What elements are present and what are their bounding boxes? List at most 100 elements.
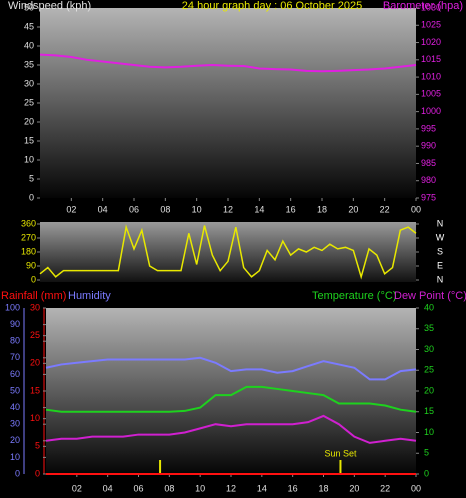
series-line bbox=[39, 53, 417, 73]
tick-label: 980 bbox=[421, 175, 436, 185]
tick-label: E bbox=[437, 260, 443, 270]
tick-label: 0 bbox=[424, 468, 429, 478]
x-tick-label: 18 bbox=[317, 204, 327, 214]
tick-label: 30 bbox=[30, 302, 40, 312]
tick-label: 995 bbox=[421, 123, 436, 133]
tick-label: 985 bbox=[421, 158, 436, 168]
y2-axis-label: Barometer (hpa) bbox=[383, 0, 463, 12]
plot-area bbox=[40, 8, 416, 198]
x-tick-label: 12 bbox=[223, 204, 233, 214]
tick-label: 100 bbox=[5, 302, 20, 312]
y-axis-label: Windspeed (kph) bbox=[8, 0, 91, 12]
tick-label: 60 bbox=[10, 369, 20, 379]
tick-label: 20 bbox=[10, 435, 20, 445]
tick-label: 5 bbox=[29, 173, 34, 183]
event-label: Sun Set bbox=[324, 448, 357, 458]
tick-label: 20 bbox=[424, 385, 434, 395]
tick-label: 0 bbox=[29, 192, 34, 202]
tick-label: 40 bbox=[24, 40, 34, 50]
x-tick-label: 06 bbox=[129, 204, 139, 214]
tick-label: 50 bbox=[24, 2, 34, 12]
tick-label: 35 bbox=[424, 323, 434, 333]
tick-label: 1030 bbox=[421, 2, 441, 12]
event-marker bbox=[339, 460, 342, 474]
chart-title: 24 hour graph day : 06 October 2025 bbox=[182, 0, 362, 12]
series-line bbox=[45, 356, 417, 381]
event-marker bbox=[159, 460, 162, 474]
x-tick-label: 16 bbox=[288, 483, 298, 493]
series-line bbox=[39, 224, 417, 280]
x-tick-label: 04 bbox=[98, 204, 108, 214]
x-tick-label: 02 bbox=[72, 483, 82, 493]
legend-entry: Temperature (°C) bbox=[312, 290, 396, 302]
legend-entry: Dew Point (°C) bbox=[394, 290, 466, 302]
tick-label: 20 bbox=[24, 116, 34, 126]
tick-label: 15 bbox=[24, 135, 34, 145]
tick-label: 80 bbox=[10, 336, 20, 346]
x-tick-label: 22 bbox=[380, 483, 390, 493]
tick-label: 360 bbox=[21, 218, 36, 228]
tick-label: S bbox=[437, 246, 443, 256]
x-tick-label: 08 bbox=[160, 204, 170, 214]
x-tick-label: 04 bbox=[103, 483, 113, 493]
tick-label: 0 bbox=[15, 468, 20, 478]
tick-label: 975 bbox=[421, 192, 436, 202]
x-tick-label: 08 bbox=[164, 483, 174, 493]
x-tick-label: 20 bbox=[348, 204, 358, 214]
series-line bbox=[45, 385, 417, 413]
tick-label: 25 bbox=[424, 365, 434, 375]
tick-label: W bbox=[436, 232, 445, 242]
tick-label: 5 bbox=[424, 448, 429, 458]
tick-label: 40 bbox=[10, 402, 20, 412]
tick-label: 25 bbox=[24, 97, 34, 107]
tick-label: 25 bbox=[30, 330, 40, 340]
series-line bbox=[45, 414, 417, 444]
tick-label: 1025 bbox=[421, 20, 441, 30]
tick-label: 0 bbox=[31, 274, 36, 284]
x-tick-label: 06 bbox=[133, 483, 143, 493]
tick-label: 30 bbox=[10, 419, 20, 429]
tick-label: 30 bbox=[424, 344, 434, 354]
tick-label: 180 bbox=[21, 246, 36, 256]
tick-label: 70 bbox=[10, 352, 20, 362]
x-tick-label: 12 bbox=[226, 483, 236, 493]
x-tick-label: 00 bbox=[411, 483, 421, 493]
x-tick-label: 20 bbox=[349, 483, 359, 493]
x-tick-label: 16 bbox=[286, 204, 296, 214]
tick-label: 90 bbox=[26, 260, 36, 270]
tick-label: 15 bbox=[424, 406, 434, 416]
tick-label: 10 bbox=[24, 154, 34, 164]
tick-label: 40 bbox=[424, 302, 434, 312]
tick-label: 45 bbox=[24, 21, 34, 31]
x-tick-label: 10 bbox=[192, 204, 202, 214]
x-tick-label: 00 bbox=[411, 204, 421, 214]
x-tick-label: 02 bbox=[66, 204, 76, 214]
tick-label: 50 bbox=[10, 385, 20, 395]
legend-entry: Rainfall (mm) bbox=[1, 290, 66, 302]
x-tick-label: 22 bbox=[380, 204, 390, 214]
x-tick-label: 14 bbox=[254, 204, 264, 214]
tick-label: 90 bbox=[10, 319, 20, 329]
tick-label: 10 bbox=[30, 413, 40, 423]
plot-area bbox=[46, 308, 416, 474]
x-tick-label: 14 bbox=[257, 483, 267, 493]
legend-entry: Humidity bbox=[68, 290, 111, 302]
x-tick-label: 10 bbox=[195, 483, 205, 493]
tick-label: 0 bbox=[35, 468, 40, 478]
tick-label: 10 bbox=[424, 427, 434, 437]
tick-label: N bbox=[437, 218, 444, 228]
tick-label: 10 bbox=[10, 452, 20, 462]
tick-label: 990 bbox=[421, 141, 436, 151]
tick-label: 30 bbox=[24, 78, 34, 88]
tick-label: 1005 bbox=[421, 89, 441, 99]
tick-label: 20 bbox=[30, 358, 40, 368]
tick-label: N bbox=[437, 274, 444, 284]
tick-label: 1000 bbox=[421, 106, 441, 116]
tick-label: 5 bbox=[35, 441, 40, 451]
tick-label: 1020 bbox=[421, 37, 441, 47]
tick-label: 1010 bbox=[421, 71, 441, 81]
tick-label: 1015 bbox=[421, 54, 441, 64]
x-tick-label: 18 bbox=[318, 483, 328, 493]
tick-label: 270 bbox=[21, 232, 36, 242]
